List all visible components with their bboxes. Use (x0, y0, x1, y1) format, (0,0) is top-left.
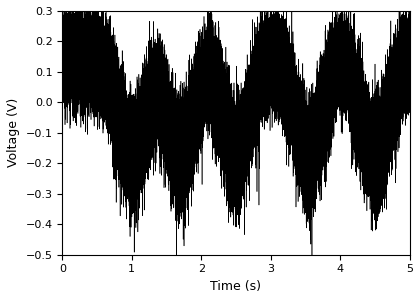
Y-axis label: Voltage (V): Voltage (V) (7, 98, 20, 167)
X-axis label: Time (s): Time (s) (210, 280, 262, 293)
